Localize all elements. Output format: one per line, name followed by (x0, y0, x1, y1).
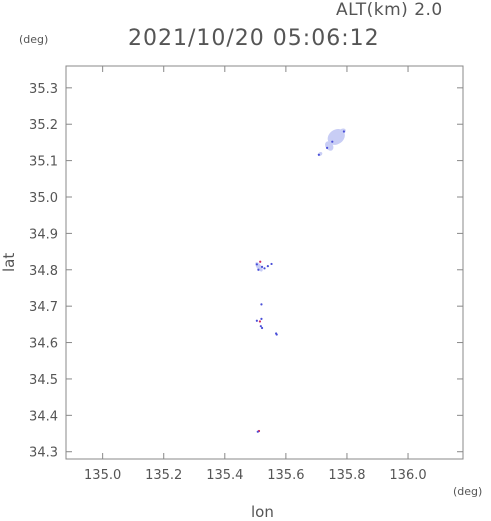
y-axis-unit: (deg) (19, 33, 49, 46)
y-tick-label: 34.7 (29, 300, 58, 315)
data-point (263, 267, 266, 270)
x-tick-label: 135.2 (145, 468, 182, 483)
data-point (342, 130, 345, 133)
x-tick-label: 135.4 (206, 468, 243, 483)
data-point (266, 265, 269, 268)
y-tick-label: 34.3 (29, 446, 58, 461)
data-point (257, 268, 260, 271)
y-tick-label: 35.0 (29, 191, 58, 206)
y-tick-label: 34.6 (29, 337, 58, 352)
data-point (259, 260, 262, 263)
plot-frame (65, 65, 464, 460)
data-point (326, 146, 329, 149)
y-tick-label: 34.8 (29, 264, 58, 279)
x-tick-label: 135.8 (328, 468, 365, 483)
data-point (258, 320, 262, 323)
x-axis-unit: (deg) (453, 485, 483, 498)
data-point (331, 140, 334, 143)
x-tick-label: 135.0 (84, 468, 121, 483)
y-tick-label: 34.4 (29, 409, 58, 424)
x-tick-label: 135.6 (267, 468, 304, 483)
data-point (256, 430, 259, 433)
x-tick-label: 136.0 (389, 468, 426, 483)
axis-ticks: 135.0 135.2 135.4 135.6 135.8 136.0 34.3 34.4 34… (29, 66, 463, 483)
x-axis-label: lon (251, 503, 274, 521)
data-point (260, 265, 264, 268)
reflectivity-blob (317, 152, 323, 157)
data-point (260, 326, 264, 330)
data-blobs (255, 128, 346, 272)
data-point (275, 333, 278, 336)
y-tick-label: 35.3 (29, 82, 58, 97)
y-tick-label: 34.5 (29, 373, 58, 388)
data-point (317, 153, 320, 156)
data-point (255, 263, 258, 266)
data-point (260, 303, 263, 306)
y-tick-label: 35.1 (29, 155, 58, 170)
y-tick-label: 34.9 (29, 227, 58, 242)
y-tick-label: 35.2 (29, 118, 58, 133)
data-point (259, 325, 262, 328)
data-points (255, 130, 345, 433)
data-point (270, 262, 273, 266)
data-point (255, 319, 258, 322)
altitude-label: ALT(km) 2.0 (336, 0, 443, 20)
reflectivity-blob (337, 128, 346, 136)
chart-title: 2021/10/20 05:06:12 (128, 26, 380, 51)
data-point (260, 317, 263, 321)
